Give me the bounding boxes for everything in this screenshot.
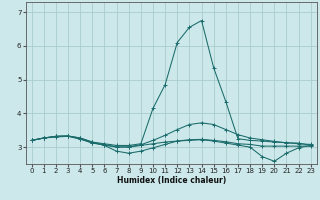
X-axis label: Humidex (Indice chaleur): Humidex (Indice chaleur): [116, 176, 226, 185]
